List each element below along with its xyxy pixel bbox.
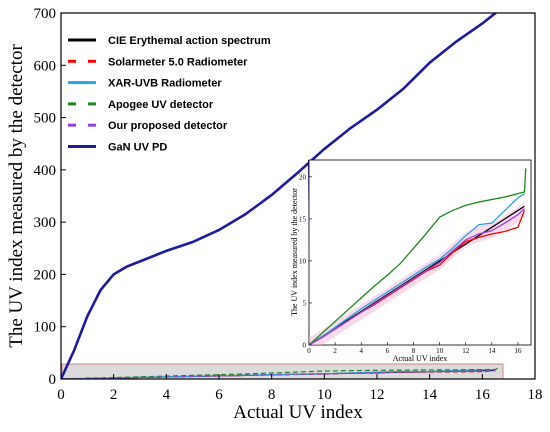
y-tick-label: 600 (34, 58, 57, 74)
x-tick-label: 12 (370, 387, 385, 403)
x-tick-label: 16 (475, 387, 491, 403)
inset-x-tick-label: 6 (386, 347, 390, 355)
series-line-4 (61, 369, 496, 379)
legend-label: Solarmeter 5.0 Radiometer (108, 56, 248, 68)
legend-label: XAR-UVB Radiometer (108, 78, 222, 90)
inset-series-line-0 (308, 205, 525, 346)
inset-x-tick-label: 14 (488, 347, 496, 355)
x-tick-label: 14 (422, 387, 438, 403)
x-tick-label: 10 (317, 387, 332, 403)
inset-y-axis-title: The UV index measured by the detector (290, 188, 299, 316)
inset-x-tick-label: 16 (514, 347, 522, 355)
inset-series-line-2 (308, 193, 525, 346)
legend-label: Apogee UV detector (108, 99, 214, 111)
y-tick-label: 400 (34, 163, 57, 179)
x-axis-title: Actual UV index (233, 402, 363, 423)
inset-x-tick-label: 2 (333, 347, 337, 355)
inset-y-tick-label: 0 (303, 342, 307, 350)
inset-series-line-4 (308, 208, 525, 346)
plot-frame (60, 12, 536, 380)
inset-x-tick-label: 4 (359, 347, 363, 355)
y-tick-label: 300 (34, 215, 57, 231)
inset-y-tick-label: 5 (303, 299, 307, 307)
legend-label: GaN UV PD (108, 142, 167, 154)
legend: CIE Erythemal action spectrum Solarmeter … (68, 35, 271, 154)
x-tick-label: 4 (163, 387, 171, 403)
x-tick-label: 2 (110, 387, 118, 403)
inset-x-tick-label: 10 (436, 347, 444, 355)
y-axis-title: The UV index measured by the detector (6, 44, 27, 348)
x-tick-label: 6 (215, 387, 223, 403)
y-tick-label: 500 (34, 111, 57, 127)
inset-frame (308, 159, 532, 346)
x-tick-label: 8 (268, 387, 276, 403)
inset-y-tick-label: 10 (299, 257, 307, 265)
inset-x-tick-label: 0 (307, 347, 311, 355)
series-line-3 (61, 367, 499, 379)
x-tick-label: 0 (57, 387, 65, 403)
inset-chart: 0 2 4 6 8 10 12 14 16 0 5 10 15 20 Actual UV index T… (290, 159, 532, 363)
inset-x-axis-title: Actual UV index (393, 354, 448, 363)
x-tick-label: 18 (528, 387, 543, 403)
legend-label: Our proposed detector (108, 120, 228, 132)
y-tick-label: 100 (34, 320, 57, 336)
series-line-5 (61, 13, 498, 379)
inset-y-tick-label: 20 (299, 173, 307, 181)
inset-x-tick-label: 12 (462, 347, 470, 355)
inset-x-tick-label: 8 (412, 347, 416, 355)
legend-label: CIE Erythemal action spectrum (108, 35, 271, 47)
y-tick-label: 700 (34, 6, 57, 22)
y-tick-label: 200 (34, 267, 57, 283)
inset-y-tick-label: 15 (299, 215, 307, 223)
inset-series-line-3 (308, 168, 527, 346)
y-tick-label: 0 (49, 372, 57, 388)
